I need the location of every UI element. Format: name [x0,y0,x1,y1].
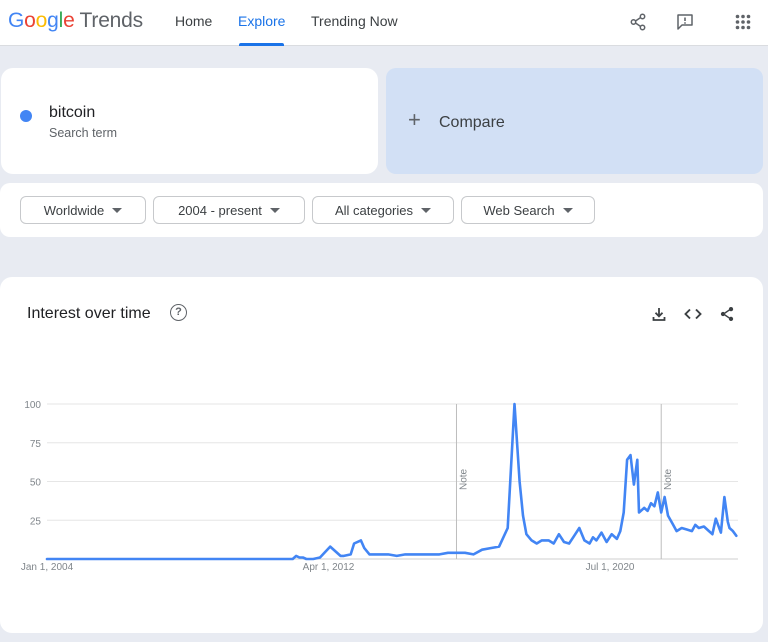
note-annotation-label: Note [663,468,674,490]
category-dropdown[interactable]: All categories [312,196,454,224]
interest-over-time-card [0,277,763,633]
compare-button[interactable]: + Compare [386,68,763,174]
time-range-value: 2004 - present [178,202,262,218]
caret-down-icon [269,207,280,213]
top-bar: Google Trends Home Explore Trending Now [0,0,768,46]
search-property-dropdown[interactable]: Web Search [461,196,595,224]
chart-share-icon[interactable] [716,303,738,325]
nav-home[interactable]: Home [175,13,213,29]
search-term-card[interactable] [1,68,378,174]
y-tick-label: 25 [30,516,42,527]
series-line-bitcoin [45,402,738,561]
nav-trending-now[interactable]: Trending Now [311,13,398,29]
note-annotation-label: Note [458,468,469,490]
download-icon[interactable] [648,303,670,325]
search-term-name[interactable]: bitcoin [49,104,96,121]
google-trends-logo[interactable]: Google Trends [8,9,144,32]
interest-over-time-title: Interest over time [27,305,151,322]
search-property-value: Web Search [483,202,555,218]
category-value: All categories [334,202,414,218]
active-tab-indicator [239,43,284,46]
apps-grid-icon[interactable] [731,10,755,34]
share-icon[interactable] [626,10,650,34]
region-dropdown[interactable]: Worldwide [20,196,146,224]
nav-explore[interactable]: Explore [238,13,286,29]
compare-label: Compare [439,114,505,131]
plus-icon: + [408,107,421,132]
embed-code-icon[interactable] [682,303,704,325]
caret-down-icon [421,207,432,213]
help-icon[interactable]: ? [170,304,187,321]
y-tick-label: 100 [24,400,41,411]
x-tick-label: Jan 1, 2004 [21,562,74,573]
y-tick-label: 75 [30,439,42,450]
caret-down-icon [562,207,573,213]
region-value: Worldwide [43,202,105,218]
product-name: Trends [79,9,144,32]
time-range-dropdown[interactable]: 2004 - present [153,196,305,224]
caret-down-icon [112,207,123,213]
x-tick-label: Apr 1, 2012 [303,562,355,573]
term-color-dot [20,110,32,122]
x-tick-label: Jul 1, 2020 [586,562,635,573]
search-term-type: Search term [49,126,118,140]
y-tick-label: 50 [30,478,42,489]
feedback-icon[interactable] [673,10,697,34]
